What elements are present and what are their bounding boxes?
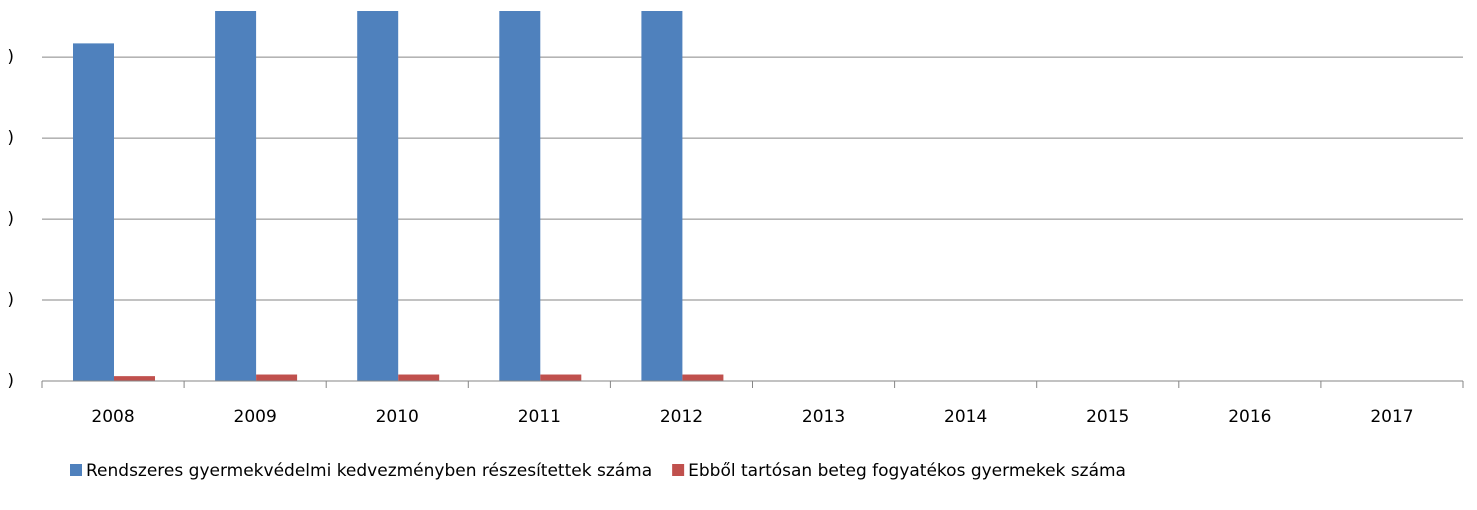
bar bbox=[215, 11, 257, 382]
bar bbox=[540, 374, 582, 381]
x-tick-label: 2011 bbox=[518, 407, 561, 427]
bar bbox=[73, 43, 114, 381]
x-tick-label: 2016 bbox=[1228, 407, 1271, 427]
legend-label: Ebből tartósan beteg fogyatékos gyermeke… bbox=[688, 461, 1126, 481]
x-tick-label: 2015 bbox=[1086, 407, 1129, 427]
bar bbox=[256, 374, 298, 381]
x-tick-label: 2013 bbox=[802, 407, 845, 427]
bar bbox=[114, 376, 155, 381]
y-tick-label: ) bbox=[7, 209, 14, 229]
x-tick-label: 2017 bbox=[1370, 407, 1413, 427]
x-tick-label: 2012 bbox=[660, 407, 703, 427]
bar bbox=[641, 11, 683, 382]
x-tick-label: 2009 bbox=[234, 407, 277, 427]
y-tick-label: ) bbox=[7, 128, 14, 148]
bar bbox=[398, 374, 440, 381]
bar bbox=[682, 374, 724, 381]
legend-swatch bbox=[70, 464, 82, 476]
bar bbox=[499, 11, 541, 382]
y-tick-label: ) bbox=[7, 47, 14, 67]
legend-swatch bbox=[672, 464, 685, 476]
y-tick-label: ) bbox=[7, 371, 14, 391]
bar bbox=[357, 11, 399, 382]
x-tick-label: 2010 bbox=[376, 407, 419, 427]
y-tick-label: ) bbox=[7, 290, 14, 310]
x-tick-label: 2014 bbox=[944, 407, 987, 427]
x-tick-label: 2008 bbox=[91, 407, 134, 427]
plot-area bbox=[73, 11, 724, 382]
legend-label: Rendszeres gyermekvédelmi kedvezményben … bbox=[86, 461, 652, 481]
